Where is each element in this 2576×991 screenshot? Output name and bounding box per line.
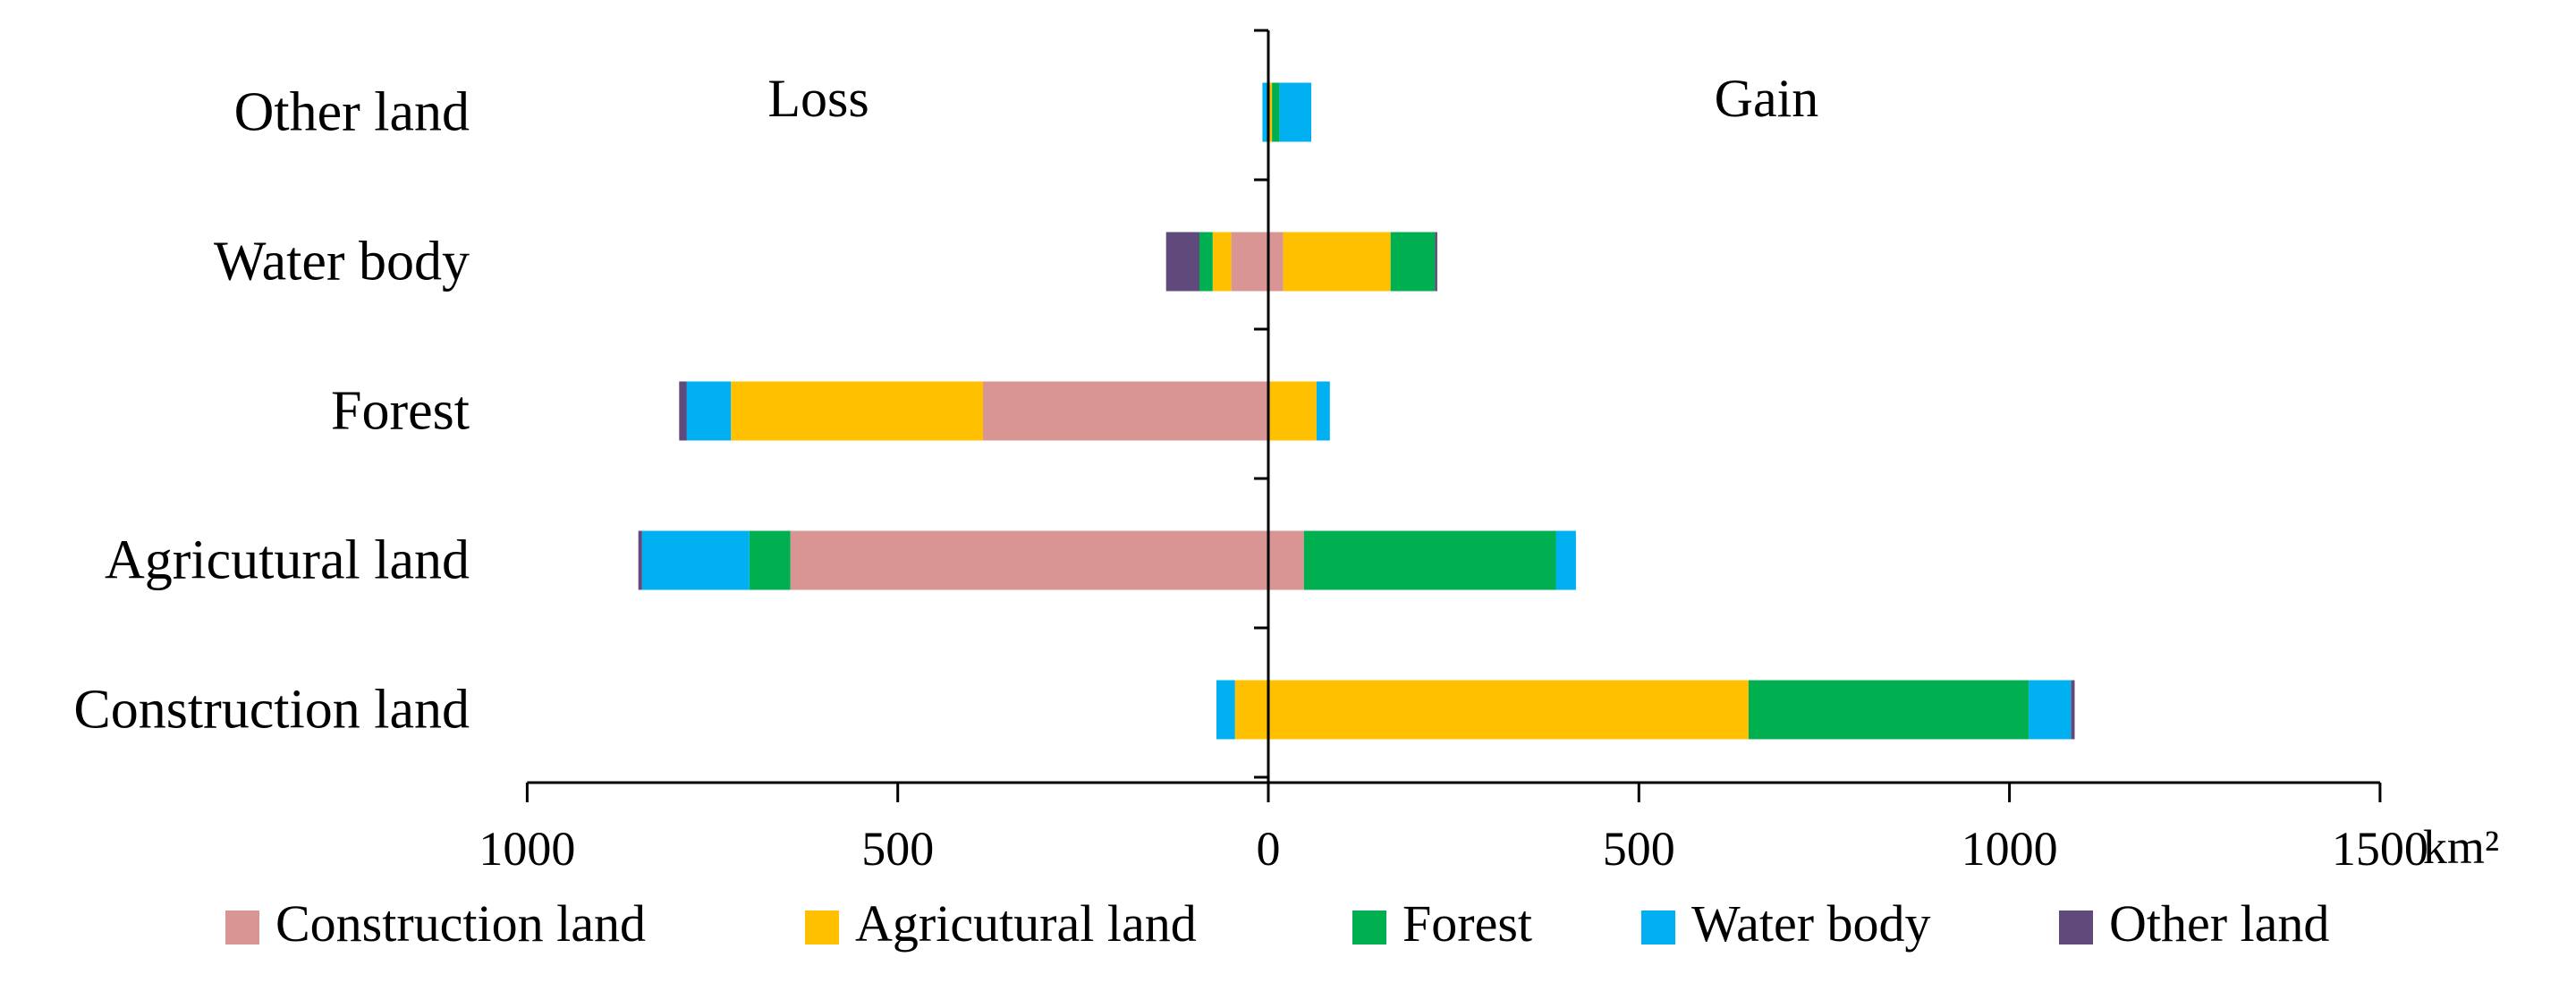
x-tick-label: 1000: [479, 822, 575, 876]
bars-layer: [638, 82, 2075, 740]
bar-gain-3-2: [1303, 530, 1556, 590]
x-tick-label: 0: [1257, 822, 1281, 876]
legend-swatch: [225, 911, 259, 944]
bar-gain-2-1: [1268, 381, 1317, 441]
bar-gain-1-1: [1283, 232, 1391, 292]
axes-layer: [525, 29, 2382, 802]
x-tick-label: 1000: [1962, 822, 2058, 876]
bar-gain-0-1: [1268, 82, 1273, 142]
bar-loss-1-4: [1165, 232, 1199, 292]
legend-swatch: [805, 911, 839, 944]
x-tick-label: 1500: [2332, 822, 2428, 876]
bar-gain-2-3: [1316, 381, 1330, 441]
legend-label: Agricutural land: [855, 894, 1197, 953]
bar-gain-3-3: [1555, 530, 1576, 590]
loss-label: Loss: [767, 69, 869, 128]
bar-gain-1-4: [1435, 232, 1437, 292]
labels-layer: Other land Water body Forest Agricutural la…: [73, 69, 2499, 876]
bar-loss-0-3: [1262, 82, 1268, 142]
x-tick-label: 500: [861, 822, 934, 876]
bar-gain-0-2: [1272, 82, 1280, 142]
category-label: Forest: [331, 381, 470, 442]
bar-gain-4-2: [1748, 680, 2029, 740]
bar-loss-2-4: [679, 381, 687, 441]
legend-label: Water body: [1691, 894, 1931, 953]
category-label: Other land: [234, 82, 470, 143]
bar-gain-0-3: [1279, 82, 1311, 142]
bar-gain-4-4: [2071, 680, 2075, 740]
bar-loss-1-2: [1199, 232, 1213, 292]
bar-gain-3-0: [1268, 530, 1304, 590]
bar-loss-4-1: [1234, 680, 1268, 740]
bar-loss-2-1: [731, 381, 983, 441]
bar-gain-1-2: [1390, 232, 1436, 292]
bar-loss-3-4: [638, 530, 642, 590]
legend-label: Forest: [1402, 894, 1532, 953]
legend: Construction land Agricutural land Forest W…: [225, 894, 2329, 953]
bar-gain-4-1: [1268, 680, 1749, 740]
legend-label: Construction land: [275, 894, 646, 953]
category-label: Agricutural land: [105, 530, 470, 591]
bar-loss-3-2: [750, 530, 791, 590]
bar-loss-3-0: [790, 530, 1268, 590]
bar-loss-1-0: [1231, 232, 1268, 292]
x-tick-label: 500: [1603, 822, 1675, 876]
legend-label: Other land: [2109, 894, 2329, 953]
legend-swatch: [1641, 911, 1675, 944]
x-unit-label: km²: [2423, 820, 2499, 874]
legend-swatch: [1352, 911, 1386, 944]
bar-loss-2-0: [983, 381, 1268, 441]
bar-loss-3-3: [641, 530, 750, 590]
bar-loss-4-3: [1216, 680, 1235, 740]
gain-label: Gain: [1715, 69, 1819, 128]
bar-gain-4-3: [2029, 680, 2072, 740]
category-label: Water body: [214, 232, 470, 292]
bar-loss-1-1: [1212, 232, 1232, 292]
legend-swatch: [2059, 911, 2093, 944]
bar-gain-1-0: [1268, 232, 1284, 292]
category-label: Construction land: [73, 680, 470, 741]
bar-loss-2-3: [686, 381, 732, 441]
